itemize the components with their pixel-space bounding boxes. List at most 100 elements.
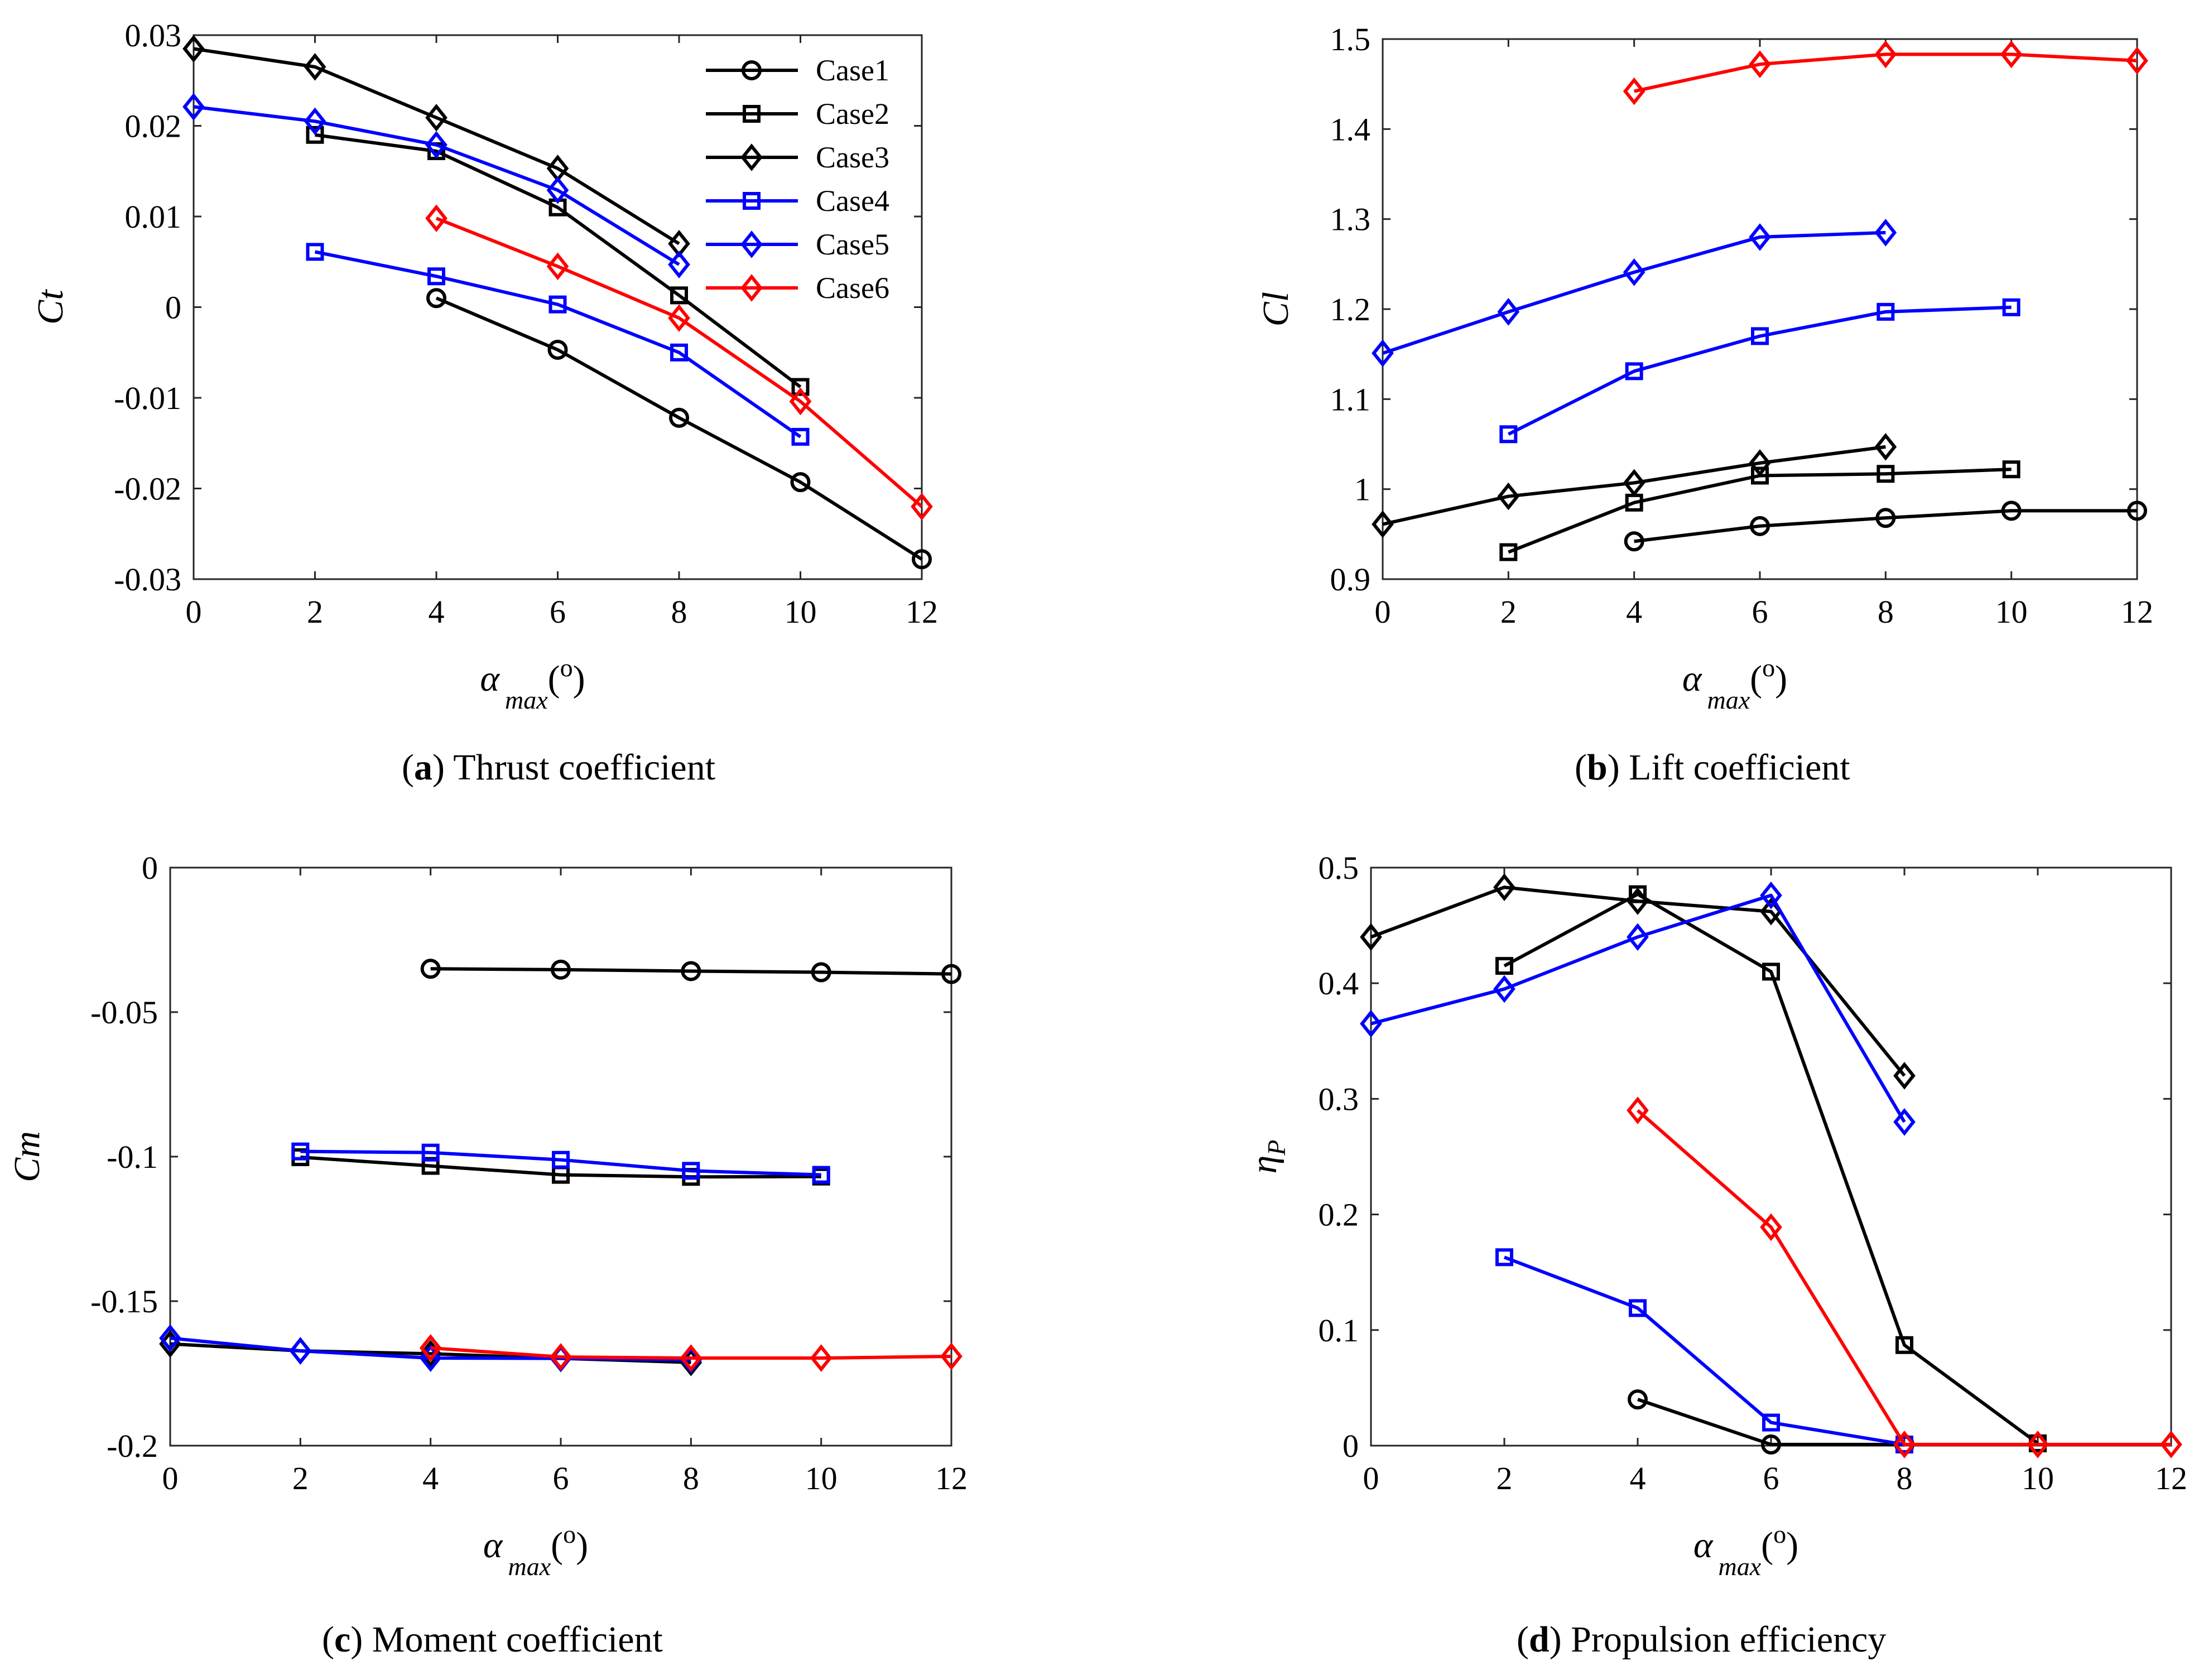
data-point (911, 493, 933, 521)
series-line (300, 1156, 821, 1179)
x-tick-label: 4 (1626, 594, 1642, 630)
legend-entry-case2: Case2 (816, 97, 889, 131)
data-point (2000, 40, 2023, 69)
x-axis-label-close-paren: ) (1786, 1525, 1798, 1566)
caption-open-paren: ( (322, 1619, 334, 1660)
x-axis-label-open-paren: ( (1750, 658, 1762, 699)
y-axis-label: Cl (1255, 292, 1296, 326)
caption-letter: a (414, 747, 432, 788)
series-case6 (419, 1334, 963, 1372)
x-axis-label-degree: o (560, 653, 573, 682)
x-tick-label: 6 (1763, 1460, 1779, 1496)
data-point (1360, 1009, 1382, 1038)
data-point (182, 35, 205, 63)
legend-marker (743, 105, 761, 123)
data-point (546, 176, 569, 204)
data-point (1877, 302, 1895, 321)
data-point (1497, 298, 1520, 326)
y-tick-label: 0.02 (125, 108, 182, 145)
series-line (435, 296, 923, 561)
series-line (1503, 1255, 1905, 1446)
x-axis-label-alpha: α (483, 1525, 503, 1566)
x-axis-label: αmax(o) (483, 1520, 588, 1581)
data-point (812, 1166, 830, 1184)
x-tick-label: 4 (1630, 1460, 1646, 1496)
data-point (291, 1142, 310, 1161)
data-point (1627, 923, 1649, 951)
series-line (1382, 230, 1886, 355)
data-point (789, 387, 812, 416)
y-tick-label: 0 (142, 850, 158, 886)
data-point (1625, 362, 1643, 381)
data-point (681, 961, 701, 981)
data-point (1875, 508, 1896, 528)
data-point (1893, 1108, 1916, 1136)
x-tick-label: 2 (292, 1460, 309, 1496)
legend-entry-case4: Case4 (816, 184, 889, 218)
x-axis-label-close-paren: ) (573, 658, 585, 699)
y-axis-label-subscript: P (1262, 1140, 1291, 1156)
y-tick-label: 1.4 (1330, 111, 1371, 147)
data-point (811, 962, 831, 983)
data-point (941, 964, 961, 984)
data-point (668, 251, 690, 278)
data-point (425, 131, 448, 159)
caption-letter: d (1529, 1619, 1550, 1660)
y-tick-label: 0.01 (125, 199, 182, 235)
series-case6 (1623, 40, 2148, 105)
y-tick-label: 0.2 (1319, 1197, 1359, 1233)
data-point (912, 549, 932, 570)
caption-letter: b (1587, 747, 1608, 788)
series-case3 (1360, 873, 1916, 1090)
x-tick-label: 12 (2155, 1460, 2187, 1496)
series-line (1382, 445, 1886, 526)
series-line (1370, 893, 1906, 1123)
x-tick-label: 4 (422, 1460, 439, 1496)
y-tick-label: 0.3 (1319, 1081, 1359, 1117)
x-axis-label-open-paren: ( (548, 658, 560, 699)
data-point (790, 472, 811, 493)
data-point (2002, 298, 2020, 316)
data-point (1623, 469, 1646, 497)
data-point (1627, 887, 1649, 915)
series-case4 (1499, 298, 2020, 444)
y-tick-label: 1.2 (1330, 291, 1371, 328)
series-line (1507, 305, 2012, 436)
panel-a: 0 2 4 6 8 10 12 -0.03 -0.02 -0.01 0 0.01 0.02 0.03 Ct α… (30, 17, 938, 788)
caption-open-paren: ( (1517, 1619, 1529, 1660)
data-point (810, 1344, 833, 1372)
data-point (791, 378, 810, 396)
x-tick-label: 12 (935, 1460, 968, 1496)
x-axis-label-alpha: α (480, 658, 500, 699)
data-point (2001, 500, 2022, 521)
data-point (1624, 531, 1644, 552)
data-point (1623, 77, 1646, 105)
data-point (1761, 1434, 1781, 1455)
data-point (1893, 1431, 1916, 1458)
series-case1 (420, 959, 961, 984)
y-tick-label: 0 (1343, 1428, 1359, 1464)
x-tick-label: 2 (307, 594, 323, 630)
data-point (547, 339, 568, 360)
data-point (1762, 962, 1780, 981)
series-case2 (1495, 885, 2047, 1452)
caption-open-paren: ( (402, 747, 414, 788)
x-tick-label: 4 (429, 594, 445, 630)
y-tick-label: 1.3 (1330, 201, 1371, 238)
x-tick-label: 2 (1497, 1460, 1513, 1496)
y-tick-label: -0.01 (114, 380, 181, 416)
series-case4 (1495, 1248, 1913, 1453)
x-axis-label-degree: o (1773, 1520, 1786, 1548)
x-tick-label: 8 (683, 1460, 699, 1496)
series-case4 (306, 243, 810, 446)
series-line (1503, 892, 2039, 1445)
x-axis-label-subscript: max (1719, 1552, 1762, 1581)
caption-text: ) Moment coefficient (350, 1619, 663, 1660)
x-tick-label: 0 (1375, 594, 1391, 630)
data-point (670, 286, 688, 305)
legend-marker (740, 230, 763, 258)
data-point (1751, 327, 1769, 345)
x-axis-label-degree: o (1762, 653, 1775, 682)
y-tick-label: 1 (1354, 471, 1370, 508)
